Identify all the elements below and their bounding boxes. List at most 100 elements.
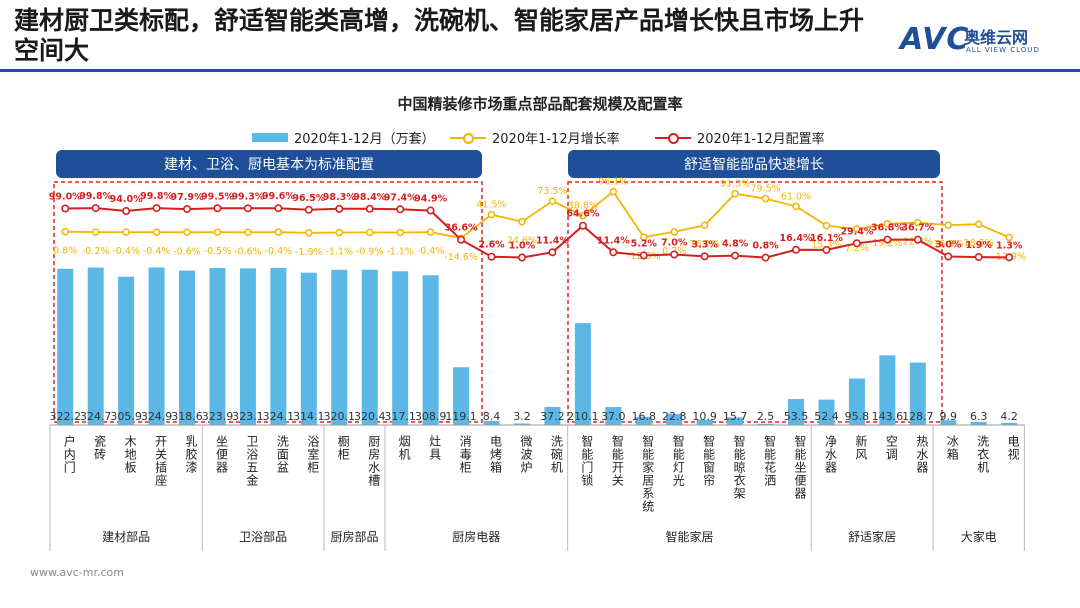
bar-6 (239, 268, 256, 425)
legend-bar-label: 2020年1-12月（万套） (294, 132, 435, 147)
category-label-18: 智能开关 (610, 434, 624, 487)
rate-line (65, 207, 1010, 259)
group-label-5: 舒适家居 (848, 529, 896, 544)
bar-17 (574, 323, 591, 425)
rate-label-4: 97.9% (171, 192, 204, 203)
bar-15 (513, 423, 530, 425)
rate-point-7 (274, 204, 283, 213)
growth-label-21: 16.2% (690, 239, 720, 250)
bar-label-22: 15.7 (723, 410, 748, 423)
bar-31 (1001, 422, 1018, 425)
legend-bar-series: 2020年1-12月（万套） (252, 128, 435, 147)
growth-line (65, 190, 1010, 240)
bar-24 (788, 399, 805, 425)
group-label-0: 建材部品 (102, 529, 150, 544)
growth-point-21 (700, 221, 709, 229)
bar-label-27: 143.6 (872, 410, 904, 423)
category-label-3: 开关插座 (154, 435, 168, 487)
bar-label-10: 320.4 (354, 410, 386, 423)
rate-label-12: 94.9% (414, 194, 447, 205)
bar-21 (696, 419, 713, 425)
growth-point-20 (670, 228, 678, 236)
growth-point-24 (792, 202, 800, 211)
bar-2 (118, 276, 135, 425)
bar-16 (544, 406, 561, 425)
legend-rate-series: 2020年1-12月配置率 (655, 128, 825, 147)
growth-point-29 (944, 221, 953, 229)
category-label-28: 热水器 (915, 435, 929, 474)
bar-0 (57, 268, 74, 425)
rate-label-3: 99.8% (140, 191, 173, 202)
category-label-10: 厨房水槽 (367, 435, 381, 487)
growth-point-6 (244, 228, 252, 237)
rate-label-24: 16.4% (780, 233, 813, 244)
rate-point-15 (517, 253, 526, 262)
bar-label-9: 320.1 (324, 410, 356, 423)
rate-label-16: 11.4% (536, 235, 569, 246)
bar-3 (148, 267, 165, 425)
rate-label-14: 2.6% (478, 240, 505, 251)
rate-label-28: 36.7% (901, 223, 934, 234)
rate-label-29: 3.0% (935, 240, 962, 251)
category-label-2: 木地板 (123, 435, 137, 474)
bar-label-24: 53.5 (784, 410, 809, 423)
rate-point-25 (822, 245, 831, 254)
legend-bar-swatch (252, 133, 288, 142)
rate-point-19 (639, 251, 648, 260)
bar-label-19: 16.8 (632, 410, 657, 423)
bar-13 (453, 367, 470, 425)
rate-label-9: 98.3% (323, 192, 356, 203)
growth-point-19 (640, 233, 648, 241)
growth-point-3 (152, 228, 161, 236)
legend-growth-swatch (450, 132, 486, 144)
growth-point-12 (426, 228, 435, 236)
rate-label-11: 97.4% (384, 192, 417, 203)
group-label-3: 厨房电器 (452, 529, 500, 544)
growth-label-24: 61.0% (781, 191, 811, 202)
rate-point-27 (883, 235, 892, 244)
growth-point-16 (548, 197, 557, 205)
growth-label-4: -0.6% (173, 246, 201, 257)
growth-point-8 (305, 229, 313, 237)
bar-11 (392, 271, 409, 425)
growth-label-11: -1.1% (386, 246, 414, 257)
growth-point-23 (761, 194, 770, 203)
logo-avc-text: AVC (900, 22, 970, 57)
rate-label-22: 4.8% (722, 239, 749, 250)
rate-label-23: 0.8% (752, 241, 779, 252)
rate-point-8 (304, 205, 313, 214)
group-label-6: 大家电 (961, 529, 997, 544)
bar-22 (727, 417, 744, 425)
rate-point-16 (548, 248, 557, 257)
bar-4 (179, 270, 196, 425)
growth-label-15: 24.6% (507, 236, 537, 247)
growth-label-22: 91.3% (720, 179, 750, 190)
growth-label-5: -0.5% (204, 246, 232, 257)
group-box-left (53, 181, 483, 423)
growth-point-30 (974, 220, 983, 228)
bar-5 (209, 267, 226, 425)
rate-point-6 (243, 204, 252, 213)
rate-point-1 (91, 204, 100, 213)
category-label-23: 智能花洒 (763, 434, 777, 487)
bar-8 (300, 272, 317, 425)
rate-point-5 (213, 204, 222, 213)
growth-label-13: -14.6% (444, 252, 478, 263)
bar-label-17: 210.1 (567, 410, 599, 423)
rate-label-27: 36.8% (871, 223, 904, 234)
group-label-2: 厨房部品 (330, 529, 378, 544)
growth-point-5 (213, 228, 222, 236)
rate-point-14 (487, 252, 496, 261)
bar-27 (879, 355, 896, 425)
rate-label-17: 64.6% (566, 209, 599, 220)
rate-point-11 (396, 205, 405, 214)
category-label-16: 洗碗机 (549, 435, 563, 474)
rate-point-21 (700, 252, 709, 261)
bar-label-4: 318.6 (171, 410, 203, 423)
rate-point-20 (670, 250, 679, 259)
growth-point-10 (365, 228, 374, 237)
rate-label-19: 5.2% (631, 238, 658, 249)
rate-point-30 (974, 253, 983, 262)
category-label-5: 坐便器 (214, 435, 228, 474)
category-label-11: 烟机 (397, 435, 411, 461)
